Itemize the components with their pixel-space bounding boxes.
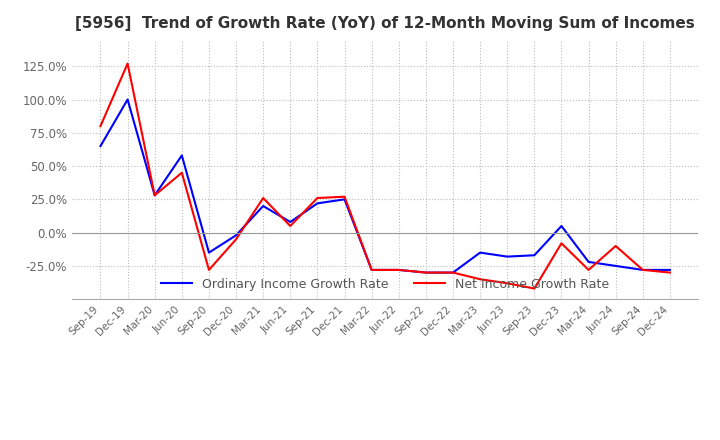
Net Income Growth Rate	[395, 267, 403, 272]
Net Income Growth Rate	[503, 281, 511, 286]
Ordinary Income Growth Rate	[530, 253, 539, 258]
Ordinary Income Growth Rate	[96, 143, 105, 149]
Net Income Growth Rate	[639, 267, 647, 272]
Ordinary Income Growth Rate	[178, 153, 186, 158]
Net Income Growth Rate	[150, 193, 159, 198]
Net Income Growth Rate	[313, 195, 322, 201]
Net Income Growth Rate	[367, 267, 376, 272]
Ordinary Income Growth Rate	[639, 267, 647, 272]
Net Income Growth Rate	[557, 241, 566, 246]
Title: [5956]  Trend of Growth Rate (YoY) of 12-Month Moving Sum of Incomes: [5956] Trend of Growth Rate (YoY) of 12-…	[76, 16, 695, 32]
Net Income Growth Rate	[421, 270, 430, 275]
Line: Ordinary Income Growth Rate: Ordinary Income Growth Rate	[101, 99, 670, 272]
Net Income Growth Rate	[665, 270, 674, 275]
Net Income Growth Rate	[232, 237, 240, 242]
Ordinary Income Growth Rate	[476, 250, 485, 255]
Net Income Growth Rate	[530, 286, 539, 291]
Ordinary Income Growth Rate	[503, 254, 511, 259]
Ordinary Income Growth Rate	[584, 259, 593, 264]
Ordinary Income Growth Rate	[204, 250, 213, 255]
Ordinary Income Growth Rate	[421, 270, 430, 275]
Net Income Growth Rate	[286, 224, 294, 229]
Ordinary Income Growth Rate	[557, 224, 566, 229]
Ordinary Income Growth Rate	[341, 197, 349, 202]
Net Income Growth Rate	[611, 243, 620, 249]
Legend: Ordinary Income Growth Rate, Net Income Growth Rate: Ordinary Income Growth Rate, Net Income …	[156, 272, 614, 296]
Ordinary Income Growth Rate	[313, 201, 322, 206]
Net Income Growth Rate	[178, 170, 186, 176]
Ordinary Income Growth Rate	[395, 267, 403, 272]
Net Income Growth Rate	[123, 61, 132, 66]
Net Income Growth Rate	[259, 195, 268, 201]
Net Income Growth Rate	[476, 277, 485, 282]
Ordinary Income Growth Rate	[123, 97, 132, 102]
Ordinary Income Growth Rate	[286, 220, 294, 225]
Ordinary Income Growth Rate	[232, 233, 240, 238]
Ordinary Income Growth Rate	[665, 267, 674, 272]
Ordinary Income Growth Rate	[611, 263, 620, 268]
Net Income Growth Rate	[341, 194, 349, 199]
Net Income Growth Rate	[449, 270, 457, 275]
Net Income Growth Rate	[96, 124, 105, 129]
Ordinary Income Growth Rate	[259, 203, 268, 209]
Line: Net Income Growth Rate: Net Income Growth Rate	[101, 63, 670, 289]
Ordinary Income Growth Rate	[150, 193, 159, 198]
Net Income Growth Rate	[204, 267, 213, 272]
Ordinary Income Growth Rate	[367, 267, 376, 272]
Net Income Growth Rate	[584, 267, 593, 272]
Ordinary Income Growth Rate	[449, 270, 457, 275]
